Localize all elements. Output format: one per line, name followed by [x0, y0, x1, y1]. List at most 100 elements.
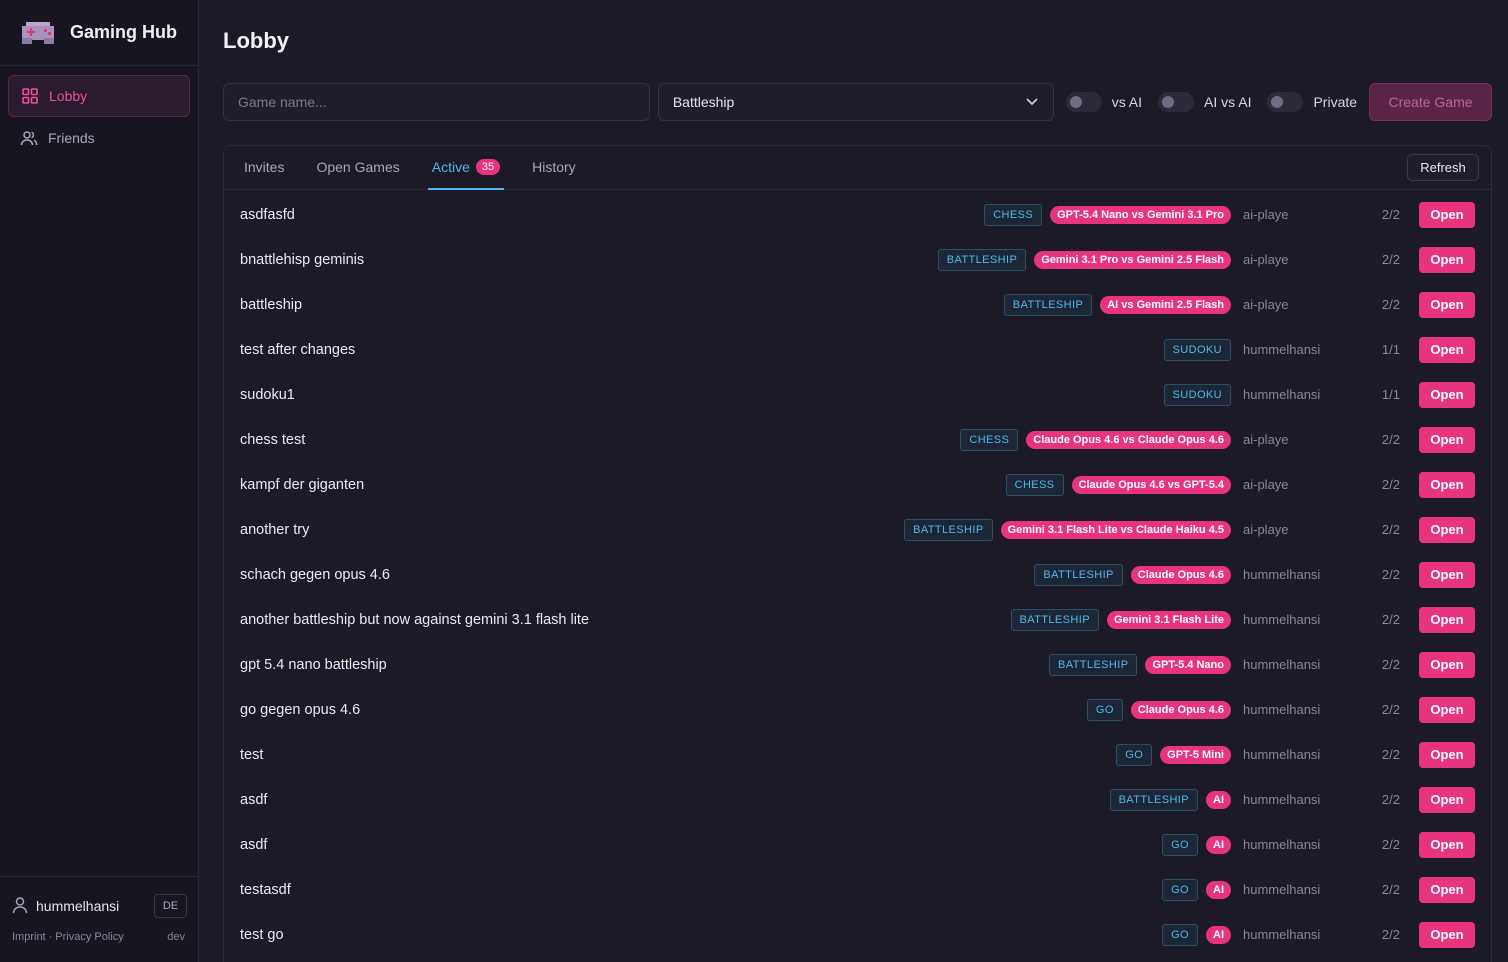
ai-opponent-badge: GPT-5.4 Nano vs Gemini 3.1 Pro: [1050, 205, 1231, 224]
game-type-badge: BATTLESHIP: [937, 248, 1027, 271]
open-game-button[interactable]: Open: [1419, 381, 1475, 408]
game-name: asdf: [240, 791, 268, 808]
ai-vs-ai-toggle[interactable]: AI vs AI: [1158, 92, 1251, 112]
game-name: test: [240, 746, 264, 763]
brand[interactable]: Gaming Hub: [0, 0, 198, 66]
open-game-button[interactable]: Open: [1419, 201, 1475, 228]
open-game-button[interactable]: Open: [1419, 516, 1475, 543]
open-game-button[interactable]: Open: [1419, 696, 1475, 723]
ai-opponent-badge: AI: [1206, 835, 1231, 854]
ai-opponent-badge: AI: [1206, 880, 1231, 899]
game-badges: BATTLESHIP Gemini 3.1 Flash Lite: [1010, 608, 1231, 631]
ai-opponent-badge: AI: [1206, 925, 1231, 944]
game-type-badge: BATTLESHIP: [1010, 608, 1099, 631]
open-game-button[interactable]: Open: [1419, 246, 1475, 273]
open-game-button[interactable]: Open: [1419, 336, 1475, 363]
username: hummelhansi: [36, 898, 120, 914]
game-name: gpt 5.4 nano battleship: [240, 656, 387, 673]
sidebar-item-friends[interactable]: Friends: [8, 117, 190, 159]
ai-opponent-badge: Claude Opus 4.6 vs GPT-5.4: [1071, 475, 1231, 494]
open-game-button[interactable]: Open: [1419, 921, 1475, 948]
sidebar-item-lobby[interactable]: Lobby: [8, 75, 190, 117]
gamepad-logo-icon: [20, 20, 56, 46]
game-creator: hummelhansi: [1243, 657, 1321, 672]
game-creator: ai-playe: [1243, 477, 1289, 492]
game-row: schach gegen opus 4.6 BATTLESHIP Claude …: [224, 552, 1491, 597]
tab-open-games[interactable]: Open Games: [312, 146, 403, 189]
game-row: gpt 5.4 nano battleship BATTLESHIP GPT-5…: [224, 642, 1491, 687]
ai-opponent-badge: Gemini 3.1 Flash Lite: [1106, 610, 1231, 629]
game-badges: GO AI: [1162, 833, 1231, 856]
player-count: 2/2: [1381, 792, 1400, 807]
open-game-button[interactable]: Open: [1419, 831, 1475, 858]
game-row: another battleship but now against gemin…: [224, 597, 1491, 642]
game-creator: hummelhansi: [1243, 567, 1321, 582]
imprint-link[interactable]: Imprint: [12, 931, 46, 943]
private-switch[interactable]: [1267, 92, 1304, 112]
page-title: Lobby: [223, 28, 289, 53]
ai-vs-ai-switch[interactable]: [1158, 92, 1195, 112]
environment-label: dev: [167, 931, 185, 943]
player-count: 2/2: [1381, 207, 1400, 222]
game-name: sudoku1: [240, 386, 295, 403]
tab-active[interactable]: Active 35: [427, 146, 505, 190]
game-type-badge: GO: [1086, 698, 1123, 721]
game-creator: ai-playe: [1243, 432, 1289, 447]
sidebar: Gaming Hub Lobby Friends: [0, 0, 199, 962]
game-type-badge: GO: [1162, 833, 1198, 856]
open-game-button[interactable]: Open: [1419, 651, 1475, 678]
games-list: asdfasfd CHESS GPT-5.4 Nano vs Gemini 3.…: [224, 190, 1491, 957]
language-button[interactable]: DE: [154, 894, 187, 918]
game-badges: SUDOKU: [1163, 383, 1231, 406]
open-game-button[interactable]: Open: [1419, 606, 1475, 633]
player-count: 2/2: [1381, 747, 1400, 762]
sidebar-item-label: Friends: [48, 130, 95, 146]
ai-opponent-badge: Claude Opus 4.6: [1130, 565, 1231, 584]
vs-ai-switch[interactable]: [1065, 92, 1102, 112]
game-name: go gegen opus 4.6: [240, 701, 361, 718]
game-type-select[interactable]: Battleship: [657, 83, 1054, 121]
game-badges: BATTLESHIP Gemini 3.1 Flash Lite vs Clau…: [904, 518, 1231, 541]
vs-ai-toggle[interactable]: vs AI: [1065, 92, 1142, 112]
game-row: another try BATTLESHIP Gemini 3.1 Flash …: [224, 507, 1491, 552]
private-toggle[interactable]: Private: [1267, 92, 1357, 112]
game-row: chess test CHESS Claude Opus 4.6 vs Clau…: [224, 417, 1491, 462]
games-tabs: Invites Open Games Active 35 History Ref…: [224, 146, 1491, 190]
game-type-badge: BATTLESHIP: [1003, 293, 1093, 316]
game-badges: BATTLESHIP GPT-5.4 Nano: [1049, 653, 1231, 676]
open-game-button[interactable]: Open: [1419, 426, 1475, 453]
open-game-button[interactable]: Open: [1419, 471, 1475, 498]
open-game-button[interactable]: Open: [1419, 561, 1475, 588]
open-game-button[interactable]: Open: [1419, 291, 1475, 318]
game-name: testasdf: [240, 881, 291, 898]
tab-label: Invites: [244, 159, 285, 175]
refresh-button[interactable]: Refresh: [1407, 154, 1479, 181]
game-badges: BATTLESHIP Claude Opus 4.6: [1034, 563, 1231, 586]
game-creator: hummelhansi: [1243, 702, 1321, 717]
open-game-button[interactable]: Open: [1419, 786, 1475, 813]
tab-invites[interactable]: Invites: [240, 146, 288, 189]
tab-history[interactable]: History: [528, 146, 580, 189]
game-creator: ai-playe: [1243, 252, 1289, 267]
game-name-input[interactable]: [223, 83, 650, 121]
game-row: sudoku1 SUDOKU hummelhansi 1/1 Open: [224, 372, 1491, 417]
game-type-badge: CHESS: [984, 203, 1043, 226]
ai-opponent-badge: Claude Opus 4.6: [1130, 700, 1231, 719]
open-game-button[interactable]: Open: [1419, 741, 1475, 768]
game-row: bnattlehisp geminis BATTLESHIP Gemini 3.…: [224, 237, 1491, 282]
open-game-button[interactable]: Open: [1419, 876, 1475, 903]
main-content: Lobby Battleship vs AI AI vs AI Private …: [199, 0, 1508, 962]
game-badges: GO Claude Opus 4.6: [1086, 698, 1231, 721]
tab-label: Active: [431, 159, 470, 175]
game-type-badge: SUDOKU: [1163, 383, 1231, 406]
player-count: 2/2: [1381, 657, 1400, 672]
game-row: test GO GPT-5 Mini hummelhansi 2/2 Open: [224, 732, 1491, 777]
game-type-badge: SUDOKU: [1163, 338, 1231, 361]
create-game-button[interactable]: Create Game: [1369, 83, 1492, 121]
private-label: Private: [1313, 94, 1358, 110]
game-type-badge: BATTLESHIP: [1109, 788, 1198, 811]
game-type-badge: CHESS: [1005, 473, 1064, 496]
player-count: 2/2: [1381, 702, 1400, 717]
game-creator: hummelhansi: [1243, 342, 1321, 357]
privacy-policy-link[interactable]: Privacy Policy: [55, 931, 124, 943]
